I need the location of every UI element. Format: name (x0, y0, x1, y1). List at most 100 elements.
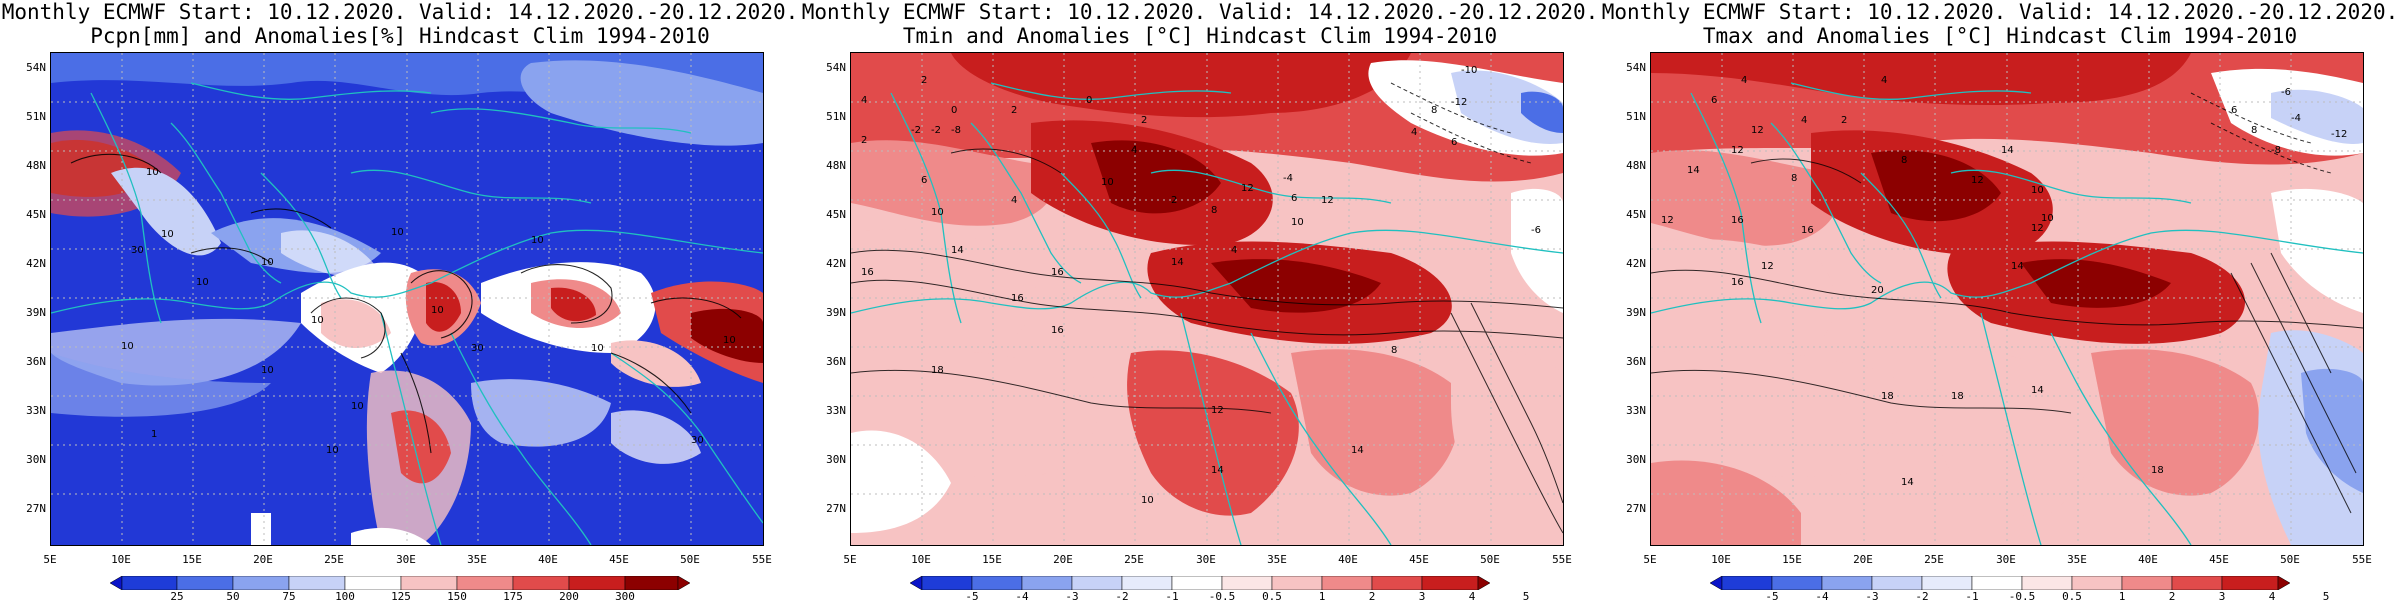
contour-label: 4 (1231, 245, 1237, 256)
colorbar-label: 3 (2218, 590, 2226, 603)
contour-label: 4 (1881, 75, 1887, 86)
lon-tick: 5E (843, 553, 857, 566)
lat-tick: 48N (826, 159, 846, 172)
colorbar-label: 2 (1368, 590, 1376, 603)
contour-label: 6 (1291, 193, 1297, 204)
contour-label: 10 (196, 277, 209, 288)
contour-label: 4 (1741, 75, 1747, 86)
colorbar-label: -1 (1965, 590, 1979, 603)
contour-label: -4 (1283, 173, 1293, 184)
lon-tick: 55E (1552, 553, 1572, 566)
contour-label: 6 (921, 175, 927, 186)
lat-tick: 27N (826, 502, 846, 515)
lon-tick: 40E (538, 553, 558, 566)
contour-label: 10 (531, 235, 544, 246)
colorbar-label: 4 (2268, 590, 2276, 603)
panel-title-line2: Tmax and Anomalies [°C] Hindcast Clim 19… (1702, 24, 2298, 48)
lon-tick: 10E (111, 553, 131, 566)
colorbar-label: -4 (1015, 590, 1029, 603)
colorbar (910, 576, 1490, 590)
contour-label: 14 (1211, 465, 1224, 476)
contour-label: 10 (121, 341, 134, 352)
contour-label: 14 (1901, 477, 1914, 488)
colorbar-label: -1 (1165, 590, 1179, 603)
colorbar-label: -2 (1115, 590, 1129, 603)
colorbar-label: 0.5 (2062, 590, 2082, 603)
colorbar-label: 200 (559, 590, 579, 603)
contour-label: 2 (1141, 115, 1147, 126)
contour-label: 16 (1731, 277, 1744, 288)
contour-label: 10 (1141, 495, 1154, 506)
contour-label: 14 (2031, 385, 2044, 396)
lat-tick: 36N (826, 355, 846, 368)
contour-label: 18 (1881, 391, 1894, 402)
contour-label: 18 (1951, 391, 1964, 402)
contour-label: 8 (1431, 105, 1437, 116)
panel-title-line2: Tmin and Anomalies [°C] Hindcast Clim 19… (902, 24, 1498, 48)
panel-precipitation: Monthly ECMWF Start: 10.12.2020. Valid: … (0, 0, 800, 603)
contour-label: 6 (1451, 137, 1457, 148)
lat-tick: 54N (26, 61, 46, 74)
lon-tick: 50E (1480, 553, 1500, 566)
colorbar-label: 100 (335, 590, 355, 603)
contour-label: -8 (951, 125, 961, 136)
lat-tick: 36N (26, 355, 46, 368)
contour-label: 14 (951, 245, 964, 256)
panel-title-line1: Monthly ECMWF Start: 10.12.2020. Valid: … (801, 0, 1599, 24)
lat-tick: 48N (1626, 159, 1646, 172)
tmax-field: 4 6 4 4 2 8 12 12 8 14 16 14 10 12 12 16… (1651, 53, 2363, 545)
lon-tick: 50E (2280, 553, 2300, 566)
contour-label: 10 (591, 343, 604, 354)
contour-label: 12 (1241, 183, 1254, 194)
contour-label: -12 (2331, 129, 2347, 140)
contour-label: -4 (2291, 113, 2301, 124)
contour-label: 8 (1901, 155, 1907, 166)
contour-label: 10 (391, 227, 404, 238)
contour-label: -2 (931, 125, 941, 136)
lat-tick: 42N (1626, 257, 1646, 270)
lat-tick: 30N (26, 453, 46, 466)
contour-label: 12 (1211, 405, 1224, 416)
contour-label: 10 (311, 315, 324, 326)
contour-label: 10 (261, 365, 274, 376)
contour-label: -2 (911, 125, 921, 136)
lat-tick: 39N (1626, 306, 1646, 319)
contour-label: 12 (1751, 125, 1764, 136)
contour-label: 2 (861, 135, 867, 146)
colorbar-label: 0.5 (1262, 590, 1282, 603)
lon-tick: 50E (680, 553, 700, 566)
colorbar-label: 2 (2168, 590, 2176, 603)
panel-title-line1: Monthly ECMWF Start: 10.12.2020. Valid: … (1, 0, 799, 24)
contour-label: 10 (2031, 185, 2044, 196)
contour-label: 8 (1211, 205, 1217, 216)
lon-tick: 55E (2352, 553, 2372, 566)
tmin-field: 2 0 4 -2 -2 -8 2 2 0 2 4 10 12 6 10 4 -4… (851, 53, 1563, 545)
lat-tick: 27N (26, 502, 46, 515)
lon-tick: 20E (1053, 553, 1073, 566)
panel-tmin: Monthly ECMWF Start: 10.12.2020. Valid: … (800, 0, 1600, 603)
contour-label: 12 (1661, 215, 1674, 226)
colorbar (1710, 576, 2290, 590)
contour-label: -6 (1531, 225, 1541, 236)
lon-tick: 40E (2138, 553, 2158, 566)
contour-label: 2 (1011, 105, 1017, 116)
colorbar-label: -3 (1865, 590, 1879, 603)
contour-label: 14 (2001, 145, 2014, 156)
colorbar-label: -5 (965, 590, 979, 603)
contour-label: 4 (1411, 127, 1417, 138)
tmax-map: 4 6 4 4 2 8 12 12 8 14 16 14 10 12 12 16… (1650, 52, 2364, 546)
contour-label: -6 (2281, 87, 2291, 98)
contour-label: -12 (1451, 97, 1467, 108)
lon-tick: 20E (253, 553, 273, 566)
lat-tick: 39N (826, 306, 846, 319)
contour-label: 2 (1171, 195, 1177, 206)
colorbar-label: -5 (1765, 590, 1779, 603)
contour-label: 16 (1801, 225, 1814, 236)
contour-label: -10 (1461, 65, 1477, 76)
lat-tick: 30N (1626, 453, 1646, 466)
precip-field: 10 10 30 10 10 10 10 10 10 10 10 1 10 10… (51, 53, 763, 545)
tmin-map: 2 0 4 -2 -2 -8 2 2 0 2 4 10 12 6 10 4 -4… (850, 52, 1564, 546)
lon-tick: 15E (182, 553, 202, 566)
contour-label: 0 (951, 105, 957, 116)
lat-tick: 54N (826, 61, 846, 74)
